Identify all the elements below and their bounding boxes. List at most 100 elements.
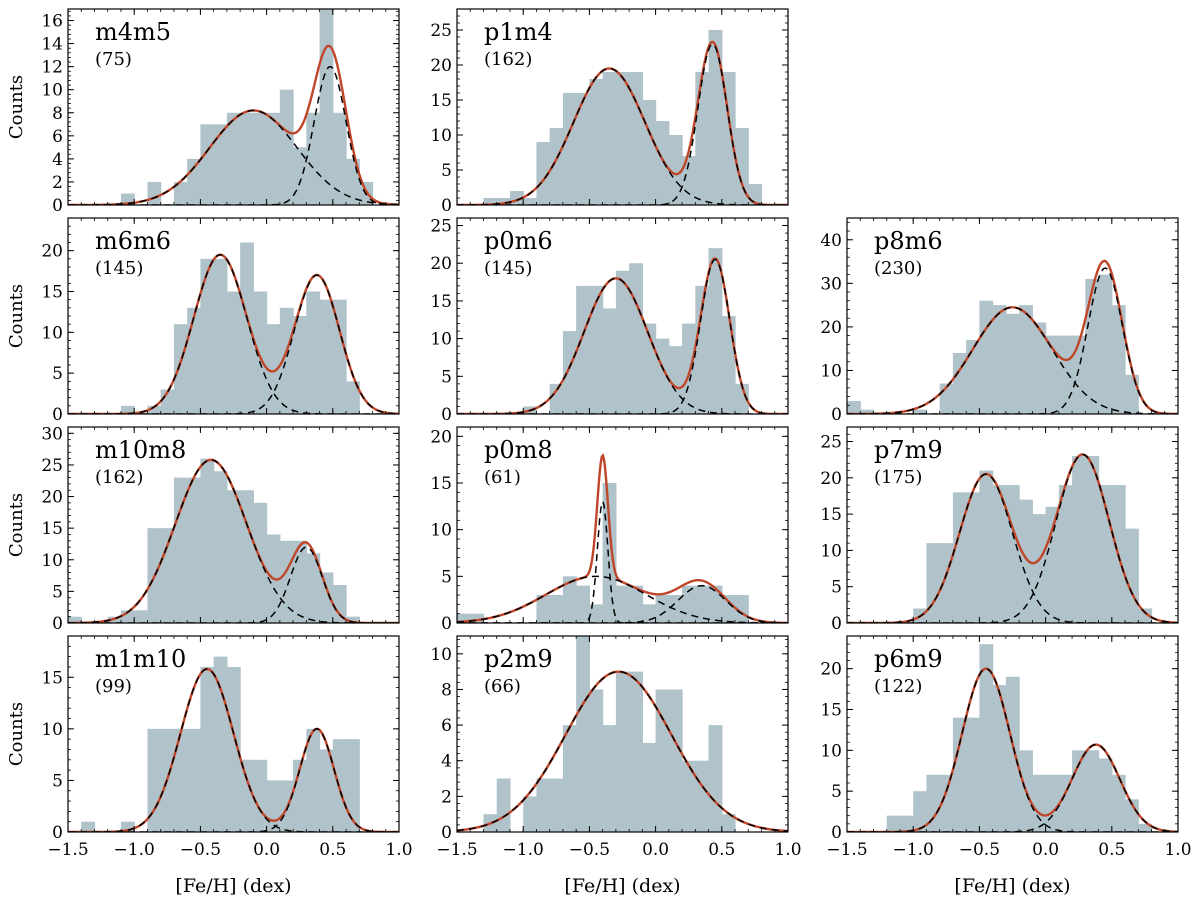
panel-count-label: (175)	[874, 467, 922, 488]
histogram-bar	[306, 291, 321, 414]
y-tick-label: 4	[441, 752, 452, 772]
histogram-bar	[319, 749, 334, 832]
histogram-bar	[708, 30, 723, 205]
x-tick-label: −1.5	[47, 840, 88, 860]
histogram-bar	[602, 725, 617, 832]
histogram-bar	[1032, 774, 1047, 832]
histogram-bar	[293, 316, 307, 414]
histogram-bar	[536, 142, 551, 205]
histogram-bar	[147, 728, 162, 832]
histogram-bar	[615, 585, 630, 623]
histogram-bar	[562, 331, 577, 414]
histogram-bar	[721, 316, 736, 414]
y-tick-label: 25	[430, 21, 452, 41]
histogram-bar	[615, 72, 630, 205]
component-fit-curve	[68, 668, 399, 832]
x-tick-label: −1.0	[893, 840, 934, 860]
y-tick-label: 0	[441, 823, 452, 843]
histogram-bar	[682, 760, 696, 832]
y-tick-label: 6	[441, 716, 452, 736]
y-tick-label: 20	[820, 660, 842, 680]
histogram-bar	[346, 381, 360, 414]
y-tick-label: 5	[441, 367, 452, 387]
y-tick-label: 10	[430, 645, 452, 665]
y-tick-label: 2	[52, 173, 63, 193]
x-tick-label: −0.5	[959, 840, 1000, 860]
panel-name-label: p8m6	[874, 227, 943, 255]
histogram-bar	[629, 585, 643, 623]
histogram-bar	[926, 774, 941, 832]
x-tick-label: −1.5	[826, 840, 867, 860]
y-tick-label: 6	[52, 127, 63, 147]
histogram-bar	[695, 285, 710, 414]
histogram-bar	[253, 291, 268, 414]
y-tick-label: 20	[820, 318, 842, 338]
histogram-bar	[576, 93, 590, 205]
plot-area	[457, 636, 788, 832]
panel-p2m9: −1.5 −1.0 −0.5 0.0 0.5 1.0 0 2 4 6 8 10 p2m9 (66) [Fe/…	[430, 635, 802, 897]
panel-name-label: m10m8	[95, 436, 186, 464]
y-tick-label: 5	[441, 567, 452, 587]
y-tick-label: 14	[41, 35, 63, 55]
histogram-bar	[668, 595, 683, 623]
y-tick-label: 10	[41, 720, 63, 740]
y-tick-label: 10	[41, 323, 63, 343]
histogram-bar	[293, 147, 307, 205]
component-fit-curve	[68, 546, 399, 623]
histogram-bar	[939, 543, 954, 623]
histogram-bar	[266, 112, 281, 205]
histogram-bar	[1085, 278, 1100, 414]
histogram-bar	[642, 742, 657, 832]
histogram-bar	[735, 128, 749, 205]
histogram-bar	[523, 198, 538, 205]
x-tick-label: −0.5	[569, 840, 610, 860]
histogram-bar	[939, 774, 954, 832]
histogram-bar	[992, 305, 1007, 414]
x-tick-label: 0.0	[1032, 840, 1059, 860]
y-tick-label: 20	[430, 427, 452, 447]
histogram-bar	[589, 689, 604, 832]
histogram-bar	[1072, 335, 1086, 414]
histogram-bar	[253, 112, 268, 205]
x-tick-label: 0.0	[253, 840, 280, 860]
y-tick-label: 10	[430, 126, 452, 146]
histogram-bar	[173, 477, 188, 623]
histogram-bar	[615, 270, 630, 414]
panel-count-label: (66)	[484, 676, 521, 697]
x-axis-label: [Fe/H] (dex)	[564, 875, 680, 897]
component-fit-curve	[68, 65, 399, 205]
component-fit-curve	[457, 575, 788, 623]
panel-name-label: p0m6	[484, 227, 553, 255]
histogram-bar	[496, 198, 511, 205]
histogram-bar	[523, 796, 538, 832]
y-axis-label: Counts	[6, 284, 27, 348]
component-fit-curve	[68, 459, 399, 623]
y-tick-label: 5	[831, 782, 842, 802]
x-tick-label: 0.5	[319, 840, 346, 860]
histogram-bar	[668, 689, 683, 832]
y-tick-label: 2	[441, 787, 452, 807]
y-tick-label: 5	[52, 364, 63, 384]
histogram-bar	[147, 181, 162, 205]
panel-name-label: m1m10	[95, 645, 186, 673]
x-tick-label: 0.5	[1098, 840, 1125, 860]
panel-p7m9: 0 5 10 15 20 25 p7m9 (175)	[820, 426, 1179, 634]
panel-count-label: (162)	[484, 49, 532, 70]
y-tick-label: 40	[820, 231, 842, 251]
histogram-bar	[173, 324, 188, 414]
y-tick-label: 0	[441, 614, 452, 634]
histogram-bar	[629, 263, 643, 414]
histogram-bar	[1005, 485, 1020, 623]
histogram-bar	[1138, 608, 1153, 623]
histogram-bar	[952, 353, 967, 414]
component-fit-curve	[457, 670, 788, 832]
histogram-bar	[187, 728, 201, 832]
y-tick-label: 4	[52, 150, 63, 170]
x-tick-label: 1.0	[385, 840, 412, 860]
histogram-bar	[319, 9, 334, 205]
histogram-bar	[187, 307, 201, 414]
y-tick-label: 15	[820, 505, 842, 525]
histogram-bar	[226, 291, 241, 414]
histogram-bar	[346, 616, 360, 623]
histogram-bar	[549, 595, 564, 623]
